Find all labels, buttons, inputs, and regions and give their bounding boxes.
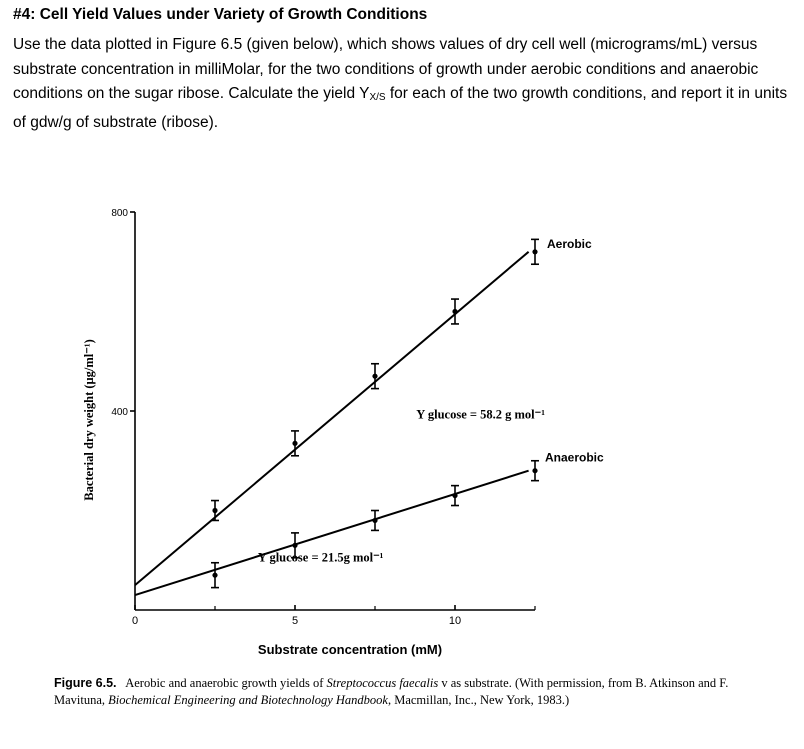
y-tick-label: 800 bbox=[111, 208, 128, 219]
y-axis-label: Bacterial dry weight (μg/ml⁻¹) bbox=[82, 339, 96, 501]
caption-text-2: v as substrate. (With permission, from B… bbox=[54, 676, 729, 707]
x-tick-label: 5 bbox=[292, 615, 298, 627]
data-point bbox=[532, 249, 538, 255]
data-point bbox=[292, 542, 298, 548]
yield-annotation: Y glucose = 58.2 g mol⁻¹ bbox=[416, 407, 545, 421]
series-label: Aerobic bbox=[547, 237, 592, 251]
data-point bbox=[532, 468, 538, 474]
caption-label: Figure 6.5. bbox=[54, 676, 117, 690]
caption-text-3: , Macmillan, Inc., New York, 1983.) bbox=[387, 693, 570, 707]
fit-line bbox=[134, 469, 529, 597]
data-point bbox=[452, 492, 458, 499]
question-text: Use the data plotted in Figure 6.5 (give… bbox=[13, 33, 798, 135]
data-point bbox=[212, 507, 218, 514]
fit-line bbox=[134, 251, 530, 586]
data-point bbox=[372, 373, 378, 379]
caption-species: Streptococcus faecalis bbox=[326, 676, 439, 690]
caption-text-1: Aerobic and anaerobic growth yields of bbox=[125, 676, 327, 690]
question-text-end: for each of the two growth conditions, a… bbox=[13, 85, 788, 131]
data-point bbox=[372, 517, 378, 524]
data-point bbox=[452, 308, 458, 315]
yield-subscript: X/S bbox=[369, 92, 386, 103]
x-tick-label: 10 bbox=[449, 615, 461, 627]
chart-series: Aerobic Y glucose = 58.2 g mol⁻¹ Anaerobic… bbox=[134, 237, 604, 597]
x-axis-label: Substrate concentration (mM) bbox=[258, 642, 442, 657]
data-point bbox=[292, 440, 298, 446]
chart-axes: 400 800 0 5 10 bbox=[111, 208, 536, 627]
figure-caption: Figure 6.5. Aerobic and anaerobic growth… bbox=[54, 675, 744, 709]
yield-annotation: Y glucose = 21.5g mol⁻¹ bbox=[258, 551, 384, 565]
x-tick-label: 0 bbox=[132, 615, 138, 627]
series-anaerobic: Anaerobic Y glucose = 21.5g mol⁻¹ bbox=[134, 451, 604, 597]
question-title: #4: Cell Yield Values under Variety of G… bbox=[13, 6, 428, 23]
series-aerobic: Aerobic Y glucose = 58.2 g mol⁻¹ bbox=[134, 237, 592, 586]
question-text-main: Use the data plotted in Figure 6.5 (give… bbox=[13, 36, 759, 102]
caption-book: Biochemical Engineering and Biotechnolog… bbox=[108, 693, 388, 707]
y-tick-label: 400 bbox=[111, 407, 128, 418]
data-point bbox=[212, 572, 218, 578]
series-label: Anaerobic bbox=[545, 451, 604, 465]
